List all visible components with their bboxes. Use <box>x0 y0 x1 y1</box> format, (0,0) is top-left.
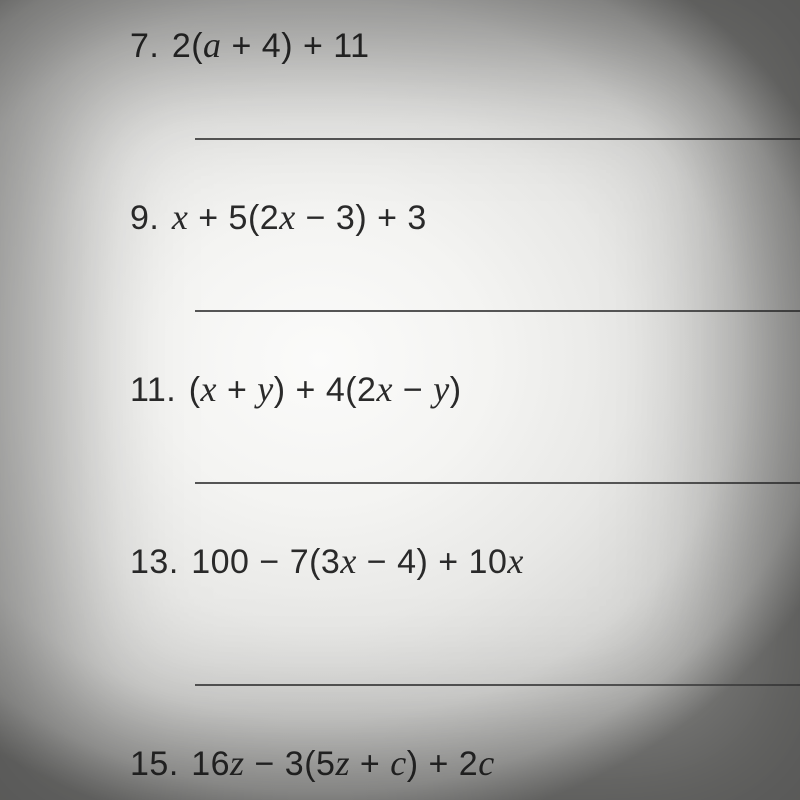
problem-expression: 16z − 3(5z + c) + 2c <box>191 742 494 784</box>
answer-rule <box>195 310 800 312</box>
answer-rule <box>195 482 800 484</box>
answer-rule <box>195 138 800 140</box>
problem-number: 13. <box>130 543 179 582</box>
problem-11: 11. (x + y) + 4(2x − y) <box>130 368 800 410</box>
problem-expression: (x + y) + 4(2x − y) <box>189 368 462 410</box>
problem-7: 7. 2(a + 4) + 11 <box>130 24 800 66</box>
problem-expression: x + 5(2x − 3) + 3 <box>172 196 427 238</box>
problem-15: 15. 16z − 3(5z + c) + 2c <box>130 742 800 784</box>
answer-rule <box>195 684 800 686</box>
problem-number: 9. <box>130 199 159 238</box>
problem-number: 15. <box>130 745 179 784</box>
problem-number: 7. <box>130 27 159 66</box>
problem-expression: 2(a + 4) + 11 <box>172 24 370 66</box>
problem-number: 11. <box>130 371 176 410</box>
worksheet-page: 7. 2(a + 4) + 11 9. x + 5(2x − 3) + 3 11… <box>0 0 800 800</box>
problem-expression: 100 − 7(3x − 4) + 10x <box>191 540 524 582</box>
problem-9: 9. x + 5(2x − 3) + 3 <box>130 196 800 238</box>
problem-13: 13. 100 − 7(3x − 4) + 10x <box>130 540 800 582</box>
